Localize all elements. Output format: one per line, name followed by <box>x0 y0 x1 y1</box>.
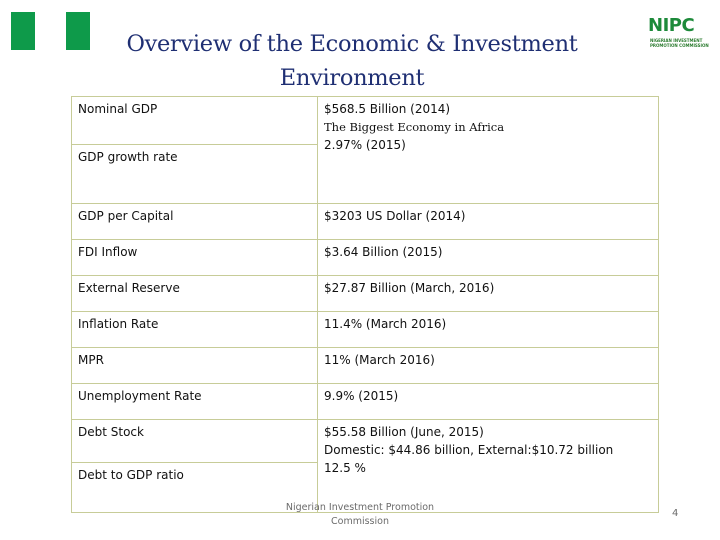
table-row: MPR 11% (March 2016) <box>71 347 659 384</box>
slide-title: Overview of the Economic & Investment En… <box>80 27 624 95</box>
nipc-logo-subtitle-line1: NIGERIAN INVESTMENT <box>650 38 703 43</box>
indicator-label: Unemployment Rate <box>71 383 318 420</box>
indicator-label: MPR <box>71 347 318 384</box>
indicator-value: 11% (March 2016) <box>317 347 659 384</box>
nigeria-flag-icon <box>11 12 90 50</box>
indicator-value-note: The Biggest Economy in Africa <box>324 120 505 134</box>
nipc-logo: NIPC NIGERIAN INVESTMENT PROMOTION COMMI… <box>648 12 710 58</box>
nipc-logo-text: NIPC <box>648 15 695 36</box>
table-row: Inflation Rate 11.4% (March 2016) <box>71 311 659 348</box>
table-row: FDI Inflow $3.64 Billion (2015) <box>71 239 659 276</box>
indicator-label: GDP growth rate <box>71 144 318 204</box>
footer-text: Nigerian Investment Promotion Commission <box>270 501 450 529</box>
footer-line1: Nigerian Investment Promotion <box>285 502 435 513</box>
table-row: Debt Stock $55.58 Billion (June, 2015) D… <box>71 419 659 513</box>
slide-title-line1: Overview of the Economic & Investment <box>126 31 578 57</box>
nipc-logo-subtitle: NIGERIAN INVESTMENT PROMOTION COMMISSION <box>650 38 710 48</box>
indicator-value: $55.58 Billion (June, 2015) Domestic: $4… <box>317 419 659 513</box>
indicator-value-breakdown: Domestic: $44.86 billion, External:$10.7… <box>324 443 614 457</box>
indicator-value-growth: 2.97% (2015) <box>324 138 406 152</box>
table-row: Debt to GDP ratio <box>71 462 659 513</box>
indicator-label: Inflation Rate <box>71 311 318 348</box>
indicator-label: FDI Inflow <box>71 239 318 276</box>
indicator-value-ratio: 12.5 % <box>324 461 366 475</box>
indicator-value: 9.9% (2015) <box>317 383 659 420</box>
indicator-value: 11.4% (March 2016) <box>317 311 659 348</box>
table-row: GDP per Capital $3203 US Dollar (2014) <box>71 203 659 240</box>
indicator-value-line1: $568.5 Billion (2014) <box>324 102 451 116</box>
table-row: External Reserve $27.87 Billion (March, … <box>71 275 659 312</box>
page-number: 4 <box>672 508 679 519</box>
table-row: GDP growth rate <box>71 144 659 204</box>
table-row: Unemployment Rate 9.9% (2015) <box>71 383 659 420</box>
indicator-label: Debt Stock <box>71 419 318 463</box>
indicator-value-line1: $55.58 Billion (June, 2015) <box>324 425 484 439</box>
indicator-value: $3.64 Billion (2015) <box>317 239 659 276</box>
indicator-label: Debt to GDP ratio <box>71 462 318 513</box>
indicator-label: GDP per Capital <box>71 203 318 240</box>
indicator-value: $27.87 Billion (March, 2016) <box>317 275 659 312</box>
indicator-label: Nominal GDP <box>71 96 318 145</box>
indicator-value: $568.5 Billion (2014) The Biggest Econom… <box>317 96 659 204</box>
indicator-value: $3203 US Dollar (2014) <box>317 203 659 240</box>
slide-title-line2: Environment <box>279 65 425 91</box>
economic-indicators-table: Nominal GDP $568.5 Billion (2014) The Bi… <box>71 96 659 513</box>
nipc-logo-subtitle-line2: PROMOTION COMMISSION <box>650 43 709 48</box>
indicator-label: External Reserve <box>71 275 318 312</box>
table-row: Nominal GDP $568.5 Billion (2014) The Bi… <box>71 96 659 204</box>
footer-line2: Commission <box>331 516 389 527</box>
